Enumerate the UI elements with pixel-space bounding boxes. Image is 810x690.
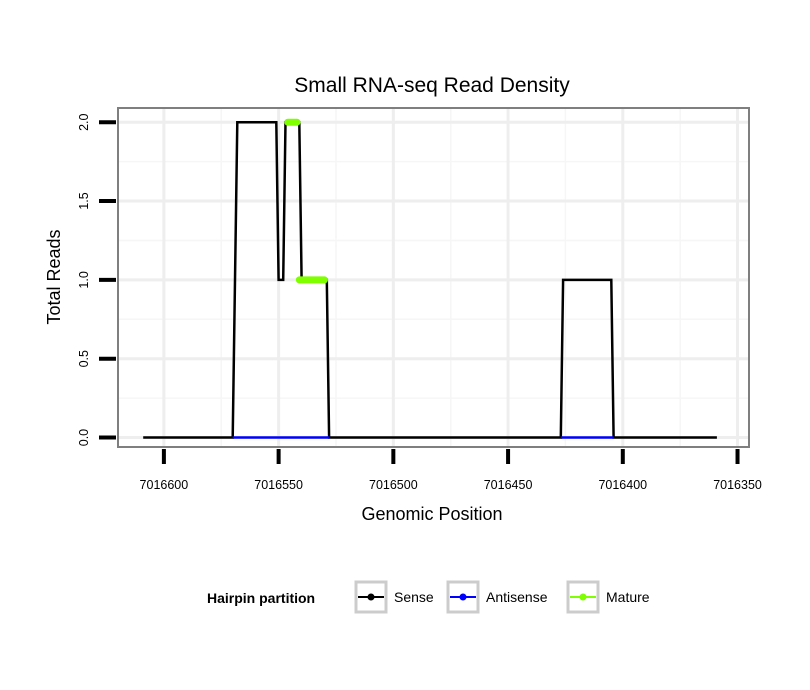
- legend-key-point: [579, 593, 587, 601]
- y-axis: 0.0 0.5 1.0 1.5 2.0: [77, 113, 116, 446]
- x-tick-label: 7016350: [713, 478, 762, 492]
- x-tick-label: 7016550: [254, 478, 303, 492]
- plot-panel: [117, 107, 750, 448]
- y-axis-title: Total Reads: [44, 229, 64, 324]
- x-tick-label: 7016500: [369, 478, 418, 492]
- series-sense-line: [143, 120, 717, 439]
- legend-key-point: [459, 593, 467, 601]
- x-tick-label: 7016400: [598, 478, 647, 492]
- x-axis: 7016600 7016550 7016500 7016450 7016400 70163…: [140, 449, 762, 492]
- legend-key-point: [367, 593, 375, 601]
- y-tick-label: 1.5: [77, 192, 91, 209]
- legend-label: Mature: [606, 589, 650, 605]
- legend-label: Sense: [394, 589, 434, 605]
- chart-title: Small RNA-seq Read Density: [294, 74, 570, 97]
- grid-lines: [119, 109, 748, 446]
- x-axis-title: Genomic Position: [361, 504, 502, 524]
- x-tick-label: 7016450: [484, 478, 533, 492]
- legend: Hairpin partition Sense Antisense Mature: [207, 580, 650, 614]
- x-tick-label: 7016600: [140, 478, 189, 492]
- series-layer: [143, 118, 717, 439]
- legend-title: Hairpin partition: [207, 590, 315, 606]
- legend-label: Antisense: [486, 589, 548, 605]
- y-tick-label: 0.0: [77, 429, 91, 446]
- y-tick-label: 2.0: [77, 113, 91, 130]
- y-tick-label: 0.5: [77, 350, 91, 367]
- y-tick-label: 1.0: [77, 271, 91, 288]
